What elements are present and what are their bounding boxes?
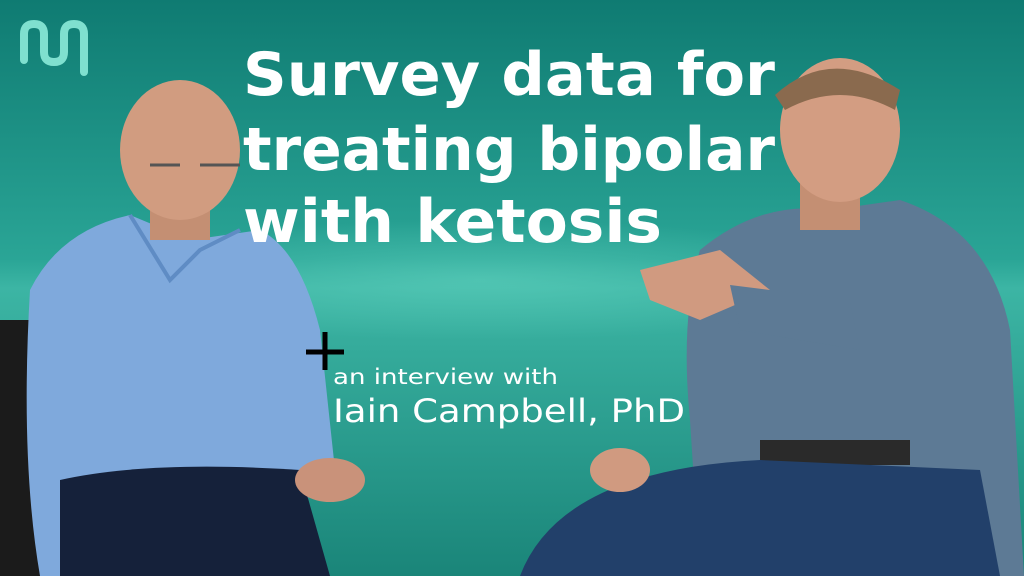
headline-line: with ketosis bbox=[243, 187, 662, 257]
subtitle: an interview with bbox=[333, 365, 558, 389]
plus-icon bbox=[306, 332, 344, 370]
left-person bbox=[0, 80, 365, 576]
right-person bbox=[520, 58, 1024, 576]
guest-name: Iain Campbell, PhD bbox=[333, 392, 685, 430]
headline-line: Survey data for bbox=[243, 40, 775, 110]
logo bbox=[20, 19, 88, 76]
headline-line: treating bipolar bbox=[243, 115, 775, 185]
